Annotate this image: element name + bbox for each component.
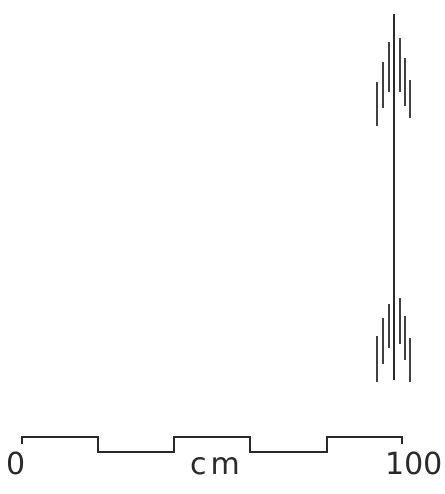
scale-unit-label: cm xyxy=(190,447,244,482)
scale-start-label: 0 xyxy=(6,447,26,482)
scale-end-label: 100 xyxy=(385,447,443,482)
lower-bristle-cluster xyxy=(376,298,411,382)
scale-bar xyxy=(21,436,403,453)
upper-bristle-cluster xyxy=(376,38,411,126)
